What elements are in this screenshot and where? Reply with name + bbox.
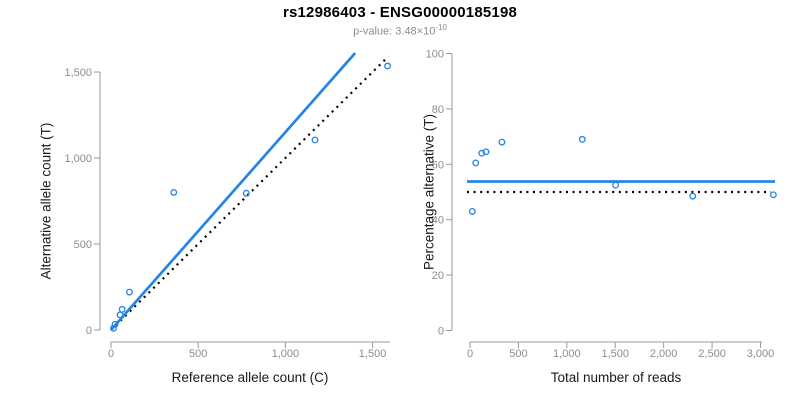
- x-axis-tick-label: 2,500: [698, 348, 726, 360]
- x-axis-tick-label: 0: [467, 348, 473, 360]
- right-scatter-plot: 0 500 1,000 1,500 2,000 2,500 3,000 0 20 40 60 80 10…: [426, 49, 777, 360]
- pvalue-exponent: -10: [435, 23, 447, 32]
- x-axis-tick-label: 2,000: [650, 348, 678, 360]
- y-axis-tick-label: 100: [426, 49, 444, 61]
- data-point: [482, 148, 490, 156]
- figure-subtitle: p-value: 3.48×10-10: [0, 23, 800, 38]
- y-axis-tick-label: 40: [432, 215, 444, 227]
- data-point: [468, 207, 476, 215]
- right-y-axis-title: Percentage alternative (T): [421, 113, 437, 271]
- data-point: [242, 189, 250, 197]
- y-axis-tick-label: 1,500: [64, 67, 92, 79]
- x-axis-tick-label: 1,500: [601, 348, 629, 360]
- y-axis-tick-label: 1,000: [64, 153, 92, 165]
- x-axis-tick-label: 500: [189, 348, 207, 360]
- x-axis-tick-label: 0: [108, 348, 114, 360]
- data-point: [116, 311, 124, 319]
- x-axis-tick-label: 1,500: [359, 348, 387, 360]
- y-axis-tick-label: 80: [432, 104, 444, 116]
- identity-line: [110, 55, 390, 331]
- data-point: [170, 188, 178, 196]
- left-x-axis-title: Reference allele count (C): [171, 370, 329, 385]
- data-point: [384, 62, 392, 70]
- x-axis-tick-label: 500: [509, 348, 527, 360]
- data-point: [769, 191, 777, 199]
- data-point: [498, 138, 506, 146]
- x-axis-tick-label: 1,000: [553, 348, 581, 360]
- right-x-axis-title: Total number of reads: [550, 370, 682, 385]
- x-axis-tick-label: 1,000: [272, 348, 300, 360]
- data-point: [111, 320, 119, 328]
- data-point: [472, 159, 480, 167]
- left-y-axis-title: Alternative allele count (T): [38, 122, 54, 280]
- data-point: [118, 305, 126, 313]
- y-axis-tick-label: 60: [432, 159, 444, 171]
- data-point: [578, 135, 586, 143]
- y-axis-tick-label: 500: [74, 239, 92, 251]
- y-axis-tick-label: 0: [438, 326, 444, 338]
- left-scatter-plot: 0 500 1,000 1,500 0 500 1,000 1,500: [64, 52, 392, 360]
- data-point: [478, 149, 486, 157]
- y-axis-tick-label: 0: [86, 325, 92, 337]
- figure-title: rs12986403 - ENSG00000185198: [282, 4, 518, 21]
- y-axis-tick-label: 20: [432, 270, 444, 282]
- x-axis-tick-label: 3,000: [747, 348, 775, 360]
- pvalue-text: p-value: 3.48×10: [353, 25, 436, 38]
- data-point: [689, 192, 697, 200]
- data-point: [612, 181, 619, 189]
- data-point: [109, 324, 117, 332]
- data-point: [311, 136, 319, 144]
- fit-line: [109, 52, 357, 331]
- data-point: [126, 288, 133, 296]
